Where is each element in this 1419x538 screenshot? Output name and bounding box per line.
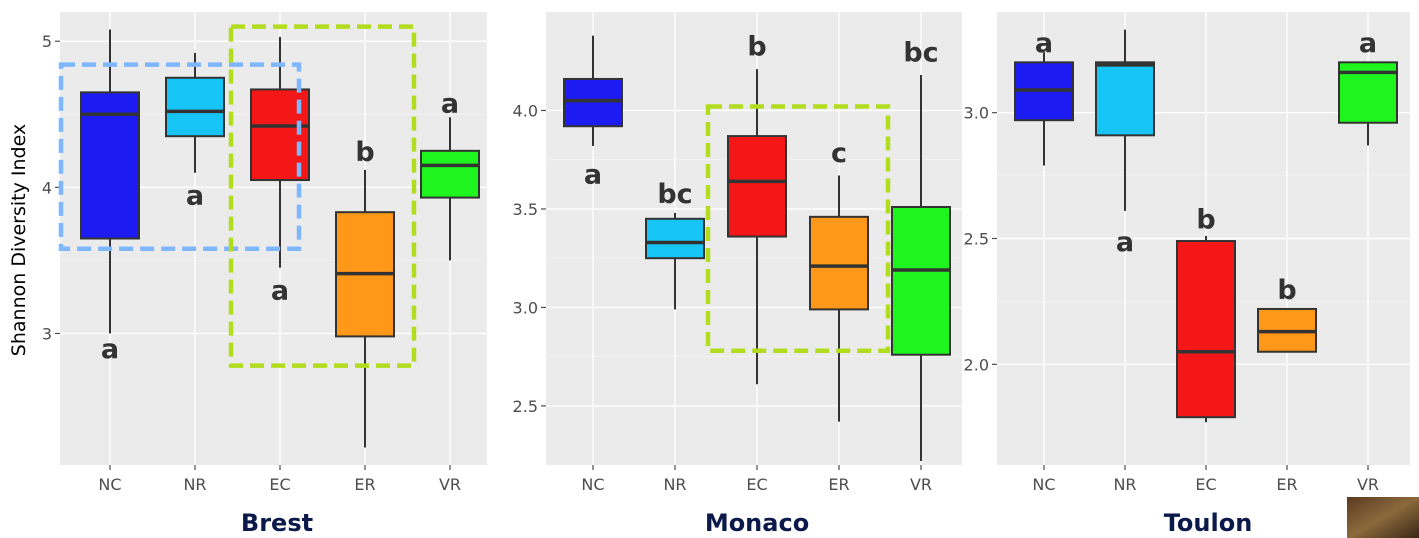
y-tick-label: 3.0 [964, 104, 989, 123]
significance-letter: a [271, 276, 289, 307]
box-body [809, 215, 869, 311]
significance-letter: b [355, 137, 374, 168]
x-tick-label-er: ER [354, 475, 375, 494]
y-tick-label: 4.0 [513, 101, 538, 120]
site-label-toulon: Toulon [1164, 509, 1253, 537]
x-tick-label-nc: NC [98, 475, 121, 494]
x-tick-label-vr: VR [439, 475, 461, 494]
significance-letter: bc [903, 37, 938, 68]
box-nc: a [1014, 28, 1074, 166]
significance-letter: a [1035, 28, 1053, 59]
significance-letter: a [101, 334, 119, 365]
box-nr: bc [645, 179, 705, 310]
x-tick-label-nr: NR [663, 475, 686, 494]
y-tick-label: 3.5 [513, 200, 538, 219]
y-tick-label: 3.0 [513, 298, 538, 317]
box-body [80, 91, 140, 240]
y-tick-label: 4 [42, 178, 52, 197]
site-label-brest: Brest [241, 509, 313, 537]
box-body [1095, 61, 1155, 137]
x-tick-label-vr: VR [910, 475, 932, 494]
significance-letter: b [1277, 275, 1296, 306]
box-er: c [809, 138, 869, 422]
significance-letter: a [584, 160, 602, 191]
box-er: b [335, 137, 395, 448]
box-body [727, 135, 787, 238]
box-nc: a [563, 35, 623, 191]
y-axis-label: Shannon Diversity Index [8, 124, 30, 356]
box-body [1176, 240, 1236, 419]
box-body [420, 149, 480, 199]
x-tick-label-er: ER [828, 475, 849, 494]
highlight-frame [58, 62, 302, 251]
box-nr: a [165, 52, 225, 212]
x-tick-label-ec: EC [746, 475, 767, 494]
significance-letter: b [747, 31, 766, 62]
y-tick-label: 2.5 [964, 230, 989, 249]
significance-letter: b [1196, 204, 1215, 235]
site-label-monaco: Monaco [705, 509, 809, 537]
box-nc: a [80, 29, 140, 365]
panel-toulon: 2.0 2.5 3.0 NC NR EC ER VR a a b b a [964, 12, 1410, 494]
significance-letter: a [1359, 28, 1377, 59]
significance-letter: a [1116, 227, 1134, 258]
box-nr: a [1095, 29, 1155, 258]
x-tick-label-ec: EC [1195, 475, 1216, 494]
y-tick-label: 2.0 [964, 355, 989, 374]
x-tick-label-nc: NC [581, 475, 604, 494]
corner-photo [1347, 497, 1419, 538]
highlight-frame [705, 104, 891, 354]
x-tick-label-ec: EC [269, 475, 290, 494]
box-vr: bc [891, 37, 951, 462]
x-tick-label-nc: NC [1032, 475, 1055, 494]
highlight-frame [228, 24, 417, 368]
box-body [165, 76, 225, 138]
box-ec: b [1176, 204, 1236, 423]
box-er: b [1257, 275, 1317, 353]
box-ec: b [727, 31, 787, 385]
significance-letter: c [831, 138, 847, 169]
box-body [891, 205, 951, 356]
panel-brest: 3 4 5 NC NR EC ER VR a a a b a [42, 12, 487, 494]
y-tick-label: 2.5 [513, 397, 538, 416]
box-body [645, 217, 705, 260]
x-tick-label-er: ER [1276, 475, 1297, 494]
y-tick-label: 3 [42, 324, 52, 343]
x-tick-label-nr: NR [1113, 475, 1136, 494]
y-tick-label: 5 [42, 32, 52, 51]
significance-letter: a [186, 181, 204, 212]
significance-letter: bc [657, 179, 692, 210]
x-tick-label-nr: NR [183, 475, 206, 494]
x-tick-label-vr: VR [1357, 475, 1379, 494]
box-body [563, 77, 623, 128]
box-vr: a [420, 89, 480, 261]
significance-letter: a [441, 89, 459, 120]
box-vr: a [1338, 28, 1398, 146]
